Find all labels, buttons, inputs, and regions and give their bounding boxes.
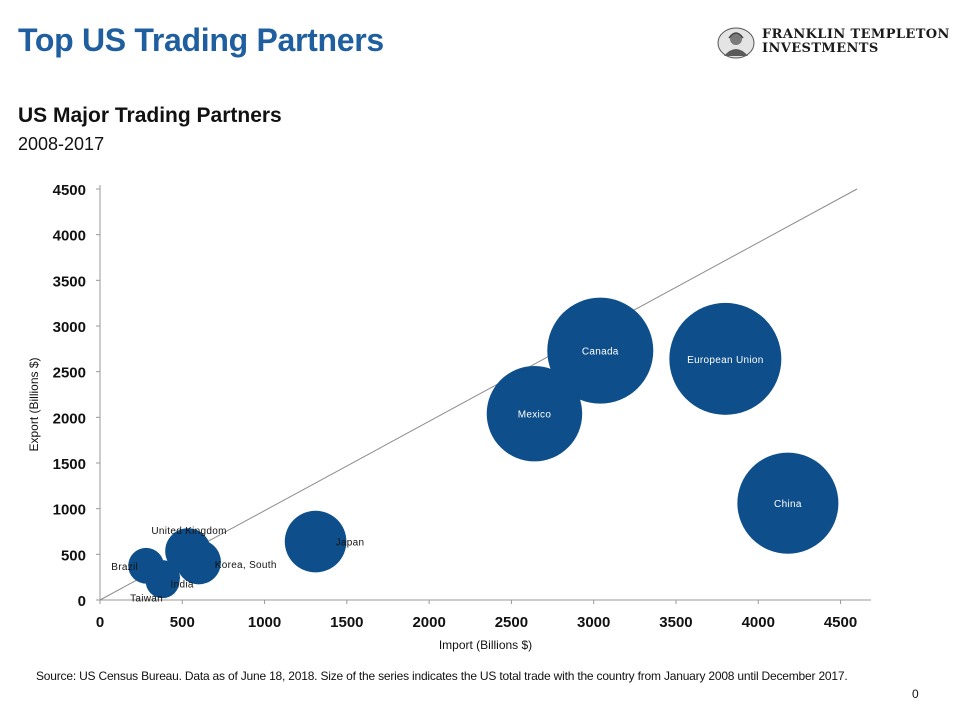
source-note: Source: US Census Bureau. Data as of Jun…	[36, 669, 848, 683]
bubble-label-japan: Japan	[336, 538, 365, 549]
x-tick-label: 500	[170, 614, 195, 631]
bubble-korea-south	[176, 539, 221, 585]
bubble-label-taiwan: Taiwan	[130, 593, 163, 604]
x-axis-title: Import (Billions $)	[439, 638, 532, 652]
company-logo: FRANKLIN TEMPLETON INVESTMENTS	[716, 26, 949, 60]
y-tick-label: 3000	[53, 319, 86, 336]
bubble-label-india: India	[171, 580, 194, 591]
y-tick-label: 500	[61, 547, 86, 564]
bubble-label-canada: Canada	[582, 347, 619, 358]
x-tick-label: 2000	[412, 614, 445, 631]
bubble-taiwan	[145, 564, 180, 599]
bubble-japan	[284, 510, 347, 573]
y-tick-label: 0	[78, 593, 86, 610]
bubble-label-united-kingdom: United Kingdom	[151, 526, 226, 537]
x-tick-label: 3500	[659, 614, 692, 631]
page-title: Top US Trading Partners	[18, 22, 384, 58]
y-axis-title: Export (Billions $)	[27, 357, 41, 451]
chart-years: 2008-2017	[18, 134, 105, 154]
bubble-mexico	[486, 365, 583, 462]
x-tick-label: 1500	[330, 614, 363, 631]
bubble-canada	[547, 297, 654, 404]
bubble-label-brazil: Brazil	[111, 562, 138, 573]
y-tick-label: 2500	[53, 365, 86, 382]
reference-line	[99, 188, 858, 601]
bubble-label-mexico: Mexico	[518, 410, 552, 421]
x-tick-label: 2500	[495, 614, 528, 631]
y-tick-label: 2000	[53, 410, 86, 427]
x-tick-label: 1000	[248, 614, 281, 631]
y-tick-label: 4000	[53, 228, 86, 245]
bubble-label-korea-south: Korea, South	[215, 560, 277, 571]
x-tick-label: 3000	[577, 614, 610, 631]
x-tick-label: 4000	[742, 614, 775, 631]
y-tick-label: 4500	[53, 182, 86, 199]
logo-line-2: INVESTMENTS	[762, 41, 879, 56]
page-number: 0	[912, 687, 919, 701]
bubble-european-union	[669, 302, 782, 415]
bubble-china	[737, 452, 839, 554]
bubble-chart: 0 500 1000 1500 2000 2500 3000 3500 4000 4500 0 500…	[27, 182, 871, 652]
x-tick-label: 4500	[824, 614, 857, 631]
y-tick-label: 1000	[53, 502, 86, 519]
chart-subtitle: US Major Trading Partners	[18, 104, 282, 127]
franklin-portrait-icon	[717, 27, 755, 59]
y-tick-label: 3500	[53, 273, 86, 290]
bubble-label-china: China	[774, 499, 802, 510]
y-tick-label: 1500	[53, 456, 86, 473]
bubble-label-european-union: European Union	[687, 355, 763, 366]
x-tick-label: 0	[96, 614, 104, 631]
logo-line-1: FRANKLIN TEMPLETON	[762, 27, 950, 42]
